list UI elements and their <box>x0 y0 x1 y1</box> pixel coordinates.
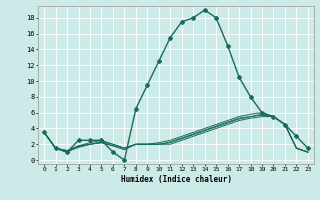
X-axis label: Humidex (Indice chaleur): Humidex (Indice chaleur) <box>121 175 231 184</box>
